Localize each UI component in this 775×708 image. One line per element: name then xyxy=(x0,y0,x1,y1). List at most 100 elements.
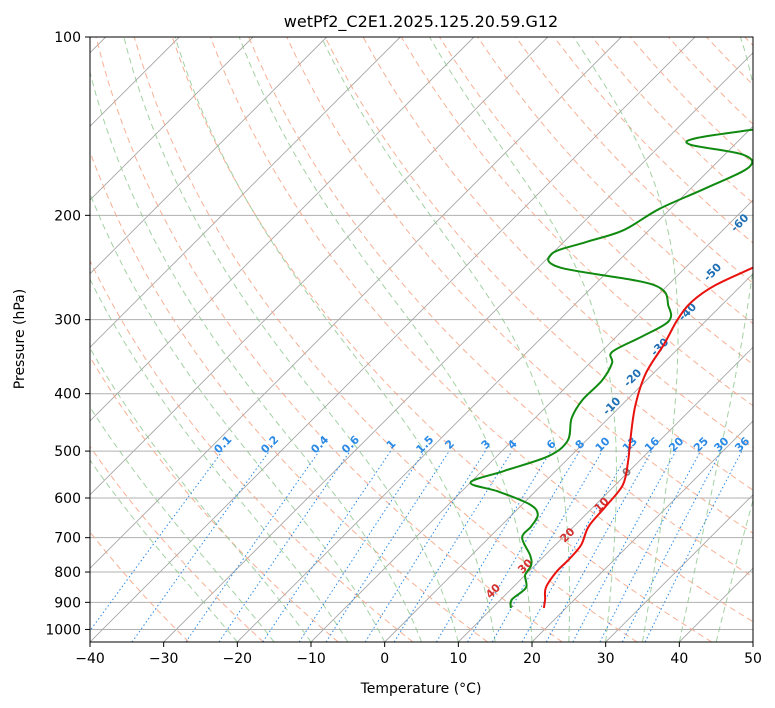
dry-adiabat-label-5: -50 xyxy=(701,260,724,283)
mixing-ratio-line xyxy=(218,450,351,642)
mixing-ratio-label-4: 1 xyxy=(384,437,399,452)
chart-title: wetPf2_C2E1.2025.125.20.59.G12 xyxy=(284,12,558,32)
isotherm-line xyxy=(236,125,753,642)
mixing-ratio-line xyxy=(325,450,450,642)
y-tick-label-3: 400 xyxy=(54,387,81,403)
y-axis-ticks: 100 200 300 400 500 600 700 800 900 1000 xyxy=(45,30,90,638)
moist-adiabat-label-2: 20 xyxy=(558,525,578,545)
dry-adiabat-line xyxy=(90,531,190,642)
dry-adiabat-line xyxy=(324,37,753,491)
mixing-ratio-label-8: 4 xyxy=(505,437,520,452)
mixing-ratio-line xyxy=(545,450,653,642)
isotherm-line xyxy=(678,567,753,642)
x-tick-label-2: −20 xyxy=(223,651,253,667)
dry-adiabat-line xyxy=(90,259,414,642)
dewpoint-line xyxy=(469,128,753,609)
x-axis-ticks: −40 −30 −20 −10 0 10 20 30 40 50 xyxy=(75,642,762,667)
isotherm-line xyxy=(90,37,622,569)
temperature-line xyxy=(542,266,753,609)
x-tick-label-1: −30 xyxy=(149,651,179,667)
mixing-ratio-line xyxy=(298,450,425,642)
dry-adiabat-line xyxy=(286,37,753,534)
isotherm-line xyxy=(90,37,475,422)
x-tick-label-6: 20 xyxy=(523,651,541,667)
mixing-ratio-line xyxy=(435,450,552,642)
moist-adiabat-line xyxy=(678,37,753,642)
y-tick-label-0: 100 xyxy=(54,30,81,46)
y-tick-label-6: 700 xyxy=(54,531,81,547)
moist-adiabat-line xyxy=(90,406,275,642)
moist-adiabat-line xyxy=(90,347,312,642)
mixing-ratio-line xyxy=(185,450,320,642)
x-tick-label-0: −40 xyxy=(75,651,105,667)
dry-adiabats xyxy=(90,37,753,642)
dry-adiabat-line xyxy=(90,356,339,642)
dry-adiabat-line xyxy=(668,37,753,125)
isotherm-line xyxy=(752,641,753,642)
y-tick-label-7: 800 xyxy=(54,565,81,581)
x-axis-title: Temperature (°C) xyxy=(360,681,482,697)
moist-adiabat-line xyxy=(123,37,459,642)
x-tick-label-3: −10 xyxy=(296,651,326,667)
dry-adiabat-line xyxy=(90,150,488,642)
plot-area: 0.1 0.2 0.4 0.6 1 1.5 2 3 4 6 8 10 13 16 20 25 30 36-100-… xyxy=(90,37,775,642)
mixing-ratio-label-2: 0.4 xyxy=(308,433,331,456)
isotherm-line xyxy=(90,37,401,348)
mixing-ratio-label-3: 0.6 xyxy=(339,433,362,456)
moist-adiabats xyxy=(90,37,753,642)
mixing-ratio-line xyxy=(467,450,580,642)
mixing-ratio-line xyxy=(644,450,743,642)
x-tick-label-9: 50 xyxy=(744,651,762,667)
moist-adiabat-line xyxy=(320,37,571,642)
dry-adiabat-line xyxy=(95,37,563,642)
isotherm-line xyxy=(605,494,753,642)
dry-adiabat-line xyxy=(171,37,712,642)
moist-adiabat-line xyxy=(90,70,422,642)
x-tick-label-8: 40 xyxy=(670,651,688,667)
y-tick-label-4: 500 xyxy=(54,444,81,460)
mixing-ratio-lines xyxy=(90,450,743,642)
dry-adiabat-label-9: -10 xyxy=(600,394,623,417)
y-axis-title: Pressure (hPa) xyxy=(12,289,28,389)
x-tick-label-4: 0 xyxy=(380,651,389,667)
moist-adiabat-line xyxy=(715,498,753,642)
moist-adiabat-line xyxy=(90,459,238,642)
dry-adiabat-label-0: -100 xyxy=(762,40,775,69)
mixing-ratio-line xyxy=(521,450,630,642)
dry-adiabat-label-3: -70 xyxy=(748,162,771,185)
dry-adiabat-line xyxy=(706,37,753,86)
mixing-ratio-line xyxy=(572,450,677,642)
isopleth-labels: 0.1 0.2 0.4 0.6 1 1.5 2 3 4 6 8 10 13 16 20 25 30 36-100-… xyxy=(211,40,775,601)
mixing-ratio-label-9: 6 xyxy=(544,437,559,452)
isotherm-line xyxy=(90,37,549,496)
dry-adiabat-label-2: -80 xyxy=(760,124,775,147)
isotherm-line xyxy=(90,37,696,642)
isotherm-line xyxy=(90,37,254,201)
mixing-ratio-label-7: 3 xyxy=(479,437,494,452)
isotherm-line xyxy=(457,346,753,642)
isotherm-line xyxy=(384,273,753,642)
y-tick-label-2: 300 xyxy=(54,313,81,329)
dry-adiabat-line xyxy=(515,37,753,284)
x-tick-label-5: 10 xyxy=(449,651,467,667)
mixing-ratio-label-15: 25 xyxy=(691,435,711,455)
y-tick-label-8: 900 xyxy=(54,595,81,611)
moist-adiabat-line xyxy=(90,278,349,642)
dry-adiabat-line xyxy=(591,37,753,204)
moist-adiabat-line xyxy=(174,37,496,642)
moist-adiabat-line xyxy=(238,37,533,642)
mixing-ratio-label-5: 1.5 xyxy=(413,433,436,456)
dry-adiabat-label-1: -90 xyxy=(765,82,775,105)
mixing-ratio-line xyxy=(599,450,701,642)
isotherm-line xyxy=(163,52,753,642)
isotherm-line xyxy=(531,420,753,642)
isotherm-line xyxy=(310,199,753,642)
moist-adiabat-line xyxy=(429,37,617,642)
mixing-ratio-line xyxy=(364,450,486,642)
dry-adiabat-line xyxy=(210,37,753,623)
dry-adiabat-line xyxy=(90,445,264,642)
dry-adiabat-label-4: -60 xyxy=(728,211,751,234)
isotherm-line xyxy=(90,37,328,275)
mixing-ratio-line xyxy=(393,450,513,642)
y-tick-label-5: 600 xyxy=(54,491,81,507)
